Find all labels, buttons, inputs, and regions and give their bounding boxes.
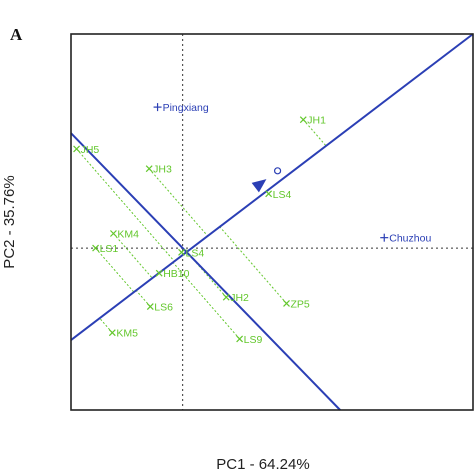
genotype-label-km4: KM4 [117,228,139,240]
genotype-label-ls4: LS4 [186,247,205,259]
plot-layer: Pingxiang Chuzhou JH1 JH5 JH3 LS4 KM4 LS1 LS4 HB1… [70,33,474,411]
projection-line-12 [172,262,240,340]
perpendicular-axis [70,132,341,411]
genotype-marker-b-6 [178,248,185,256]
projection-line-11 [99,317,113,334]
genotype-marker-b-7 [155,269,163,277]
average-environment-marker [273,167,282,175]
projection-line-1 [76,148,175,262]
genotype-label-jh5: JH5 [81,144,100,156]
y-axis-title: PC2 - 35.76% [1,175,18,268]
genotype-marker-b-9 [283,300,290,307]
projection-line-5 [95,247,135,293]
genotype-label-jh1: JH1 [307,115,326,127]
genotype-label-zp5: ZP5 [291,298,310,310]
projection-line-0 [302,119,327,147]
average-environment-axis [70,33,474,341]
genotype-marker-b-2 [145,165,153,173]
genotype-label-ls6: LS6 [154,302,173,314]
environment-label-chuzhou: Chuzhou [389,233,431,245]
genotype-marker-b-0 [299,116,307,124]
genotype-label-ls9: LS9 [244,334,263,346]
genotype-marker-b-1 [73,145,81,153]
panel-letter: A [10,25,23,44]
projection-line-4 [113,233,153,279]
genotype-marker-b-8 [222,293,230,301]
genotype-marker-b-11 [108,329,116,337]
x-axis-title: PC1 - 64.24% [216,456,309,473]
genotype-marker-b-10 [146,303,154,311]
environment-label-pingxiang: Pingxiang [163,102,209,114]
genotype-marker-b-3 [265,190,273,198]
genotype-label-hb10: HB10 [163,268,189,280]
genotype-label-km5: KM5 [116,328,138,340]
genotype-label-jh3: JH3 [153,164,172,176]
genotype-marker-b-5 [92,244,99,252]
genotype-label-jh2: JH2 [230,292,249,304]
axis-arrowhead [251,179,267,193]
genotype-label-ls1: LS1 [100,243,119,255]
projection-line-10 [135,290,151,307]
genotype-marker-b-12 [236,335,244,343]
genotype-marker-b-4 [110,230,117,237]
projection-line-9 [219,226,287,304]
genotype-label-ls4: LS4 [273,189,292,201]
plot-frame [70,33,474,411]
projection-line-2 [148,168,209,237]
